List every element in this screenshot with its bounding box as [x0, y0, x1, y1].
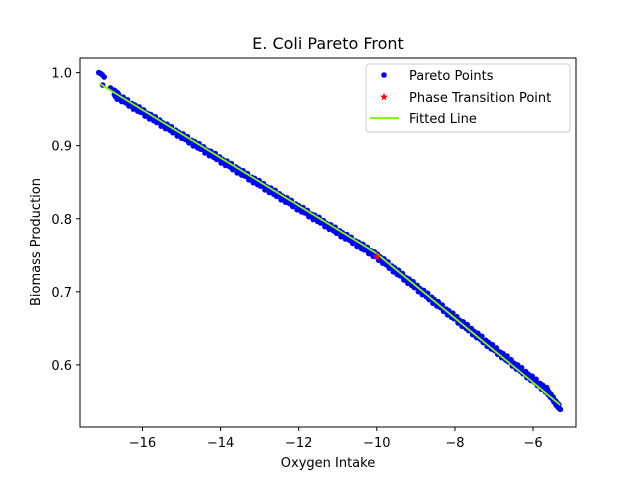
fitted-line	[99, 82, 561, 406]
legend-fitted-label: Fitted Line	[409, 112, 477, 127]
x-axis: −16 −14 −12 −10 −8 −6	[129, 427, 543, 451]
x-tick-label: −16	[129, 436, 156, 451]
y-axis: 0.6 0.7 0.8 0.9 1.0	[51, 67, 80, 374]
pareto-point	[557, 406, 564, 413]
y-tick-label: 1.0	[51, 67, 72, 82]
pareto-point	[504, 353, 510, 359]
legend-transition-label: Phase Transition Point	[409, 91, 551, 106]
x-tick-label: −10	[363, 436, 390, 451]
x-tick-label: −8	[445, 436, 464, 451]
pareto-point	[489, 341, 496, 348]
legend-transition-marker	[380, 92, 388, 101]
pareto-point	[514, 362, 521, 368]
pareto-point	[529, 373, 535, 379]
legend-pareto-label: Pareto Points	[409, 69, 494, 84]
y-tick-label: 0.8	[51, 213, 72, 228]
pareto-point	[533, 376, 539, 383]
plot-series	[95, 69, 564, 413]
legend-box	[365, 63, 571, 133]
pareto-point	[113, 94, 120, 101]
x-tick-label: −12	[285, 436, 312, 451]
y-axis-label: Biomass Production	[29, 178, 44, 306]
pareto-point	[493, 345, 500, 351]
phase-transition-point	[372, 252, 381, 261]
chart-title: E. Coli Pareto Front	[252, 34, 404, 53]
pareto-point	[475, 330, 481, 337]
legend-pareto-marker	[381, 72, 387, 78]
y-tick-label: 0.9	[51, 140, 72, 155]
x-tick-label: −6	[523, 436, 542, 451]
y-tick-label: 0.6	[51, 359, 72, 374]
pareto-point	[518, 364, 525, 371]
x-tick-label: −14	[207, 436, 234, 451]
pareto-point	[479, 333, 485, 340]
legend: Pareto Points Phase Transition Point Fit…	[365, 63, 571, 133]
y-tick-label: 0.7	[51, 286, 72, 301]
plot-frame	[79, 57, 577, 428]
x-axis-label: Oxygen Intake	[281, 456, 375, 471]
pareto-point	[101, 74, 108, 80]
